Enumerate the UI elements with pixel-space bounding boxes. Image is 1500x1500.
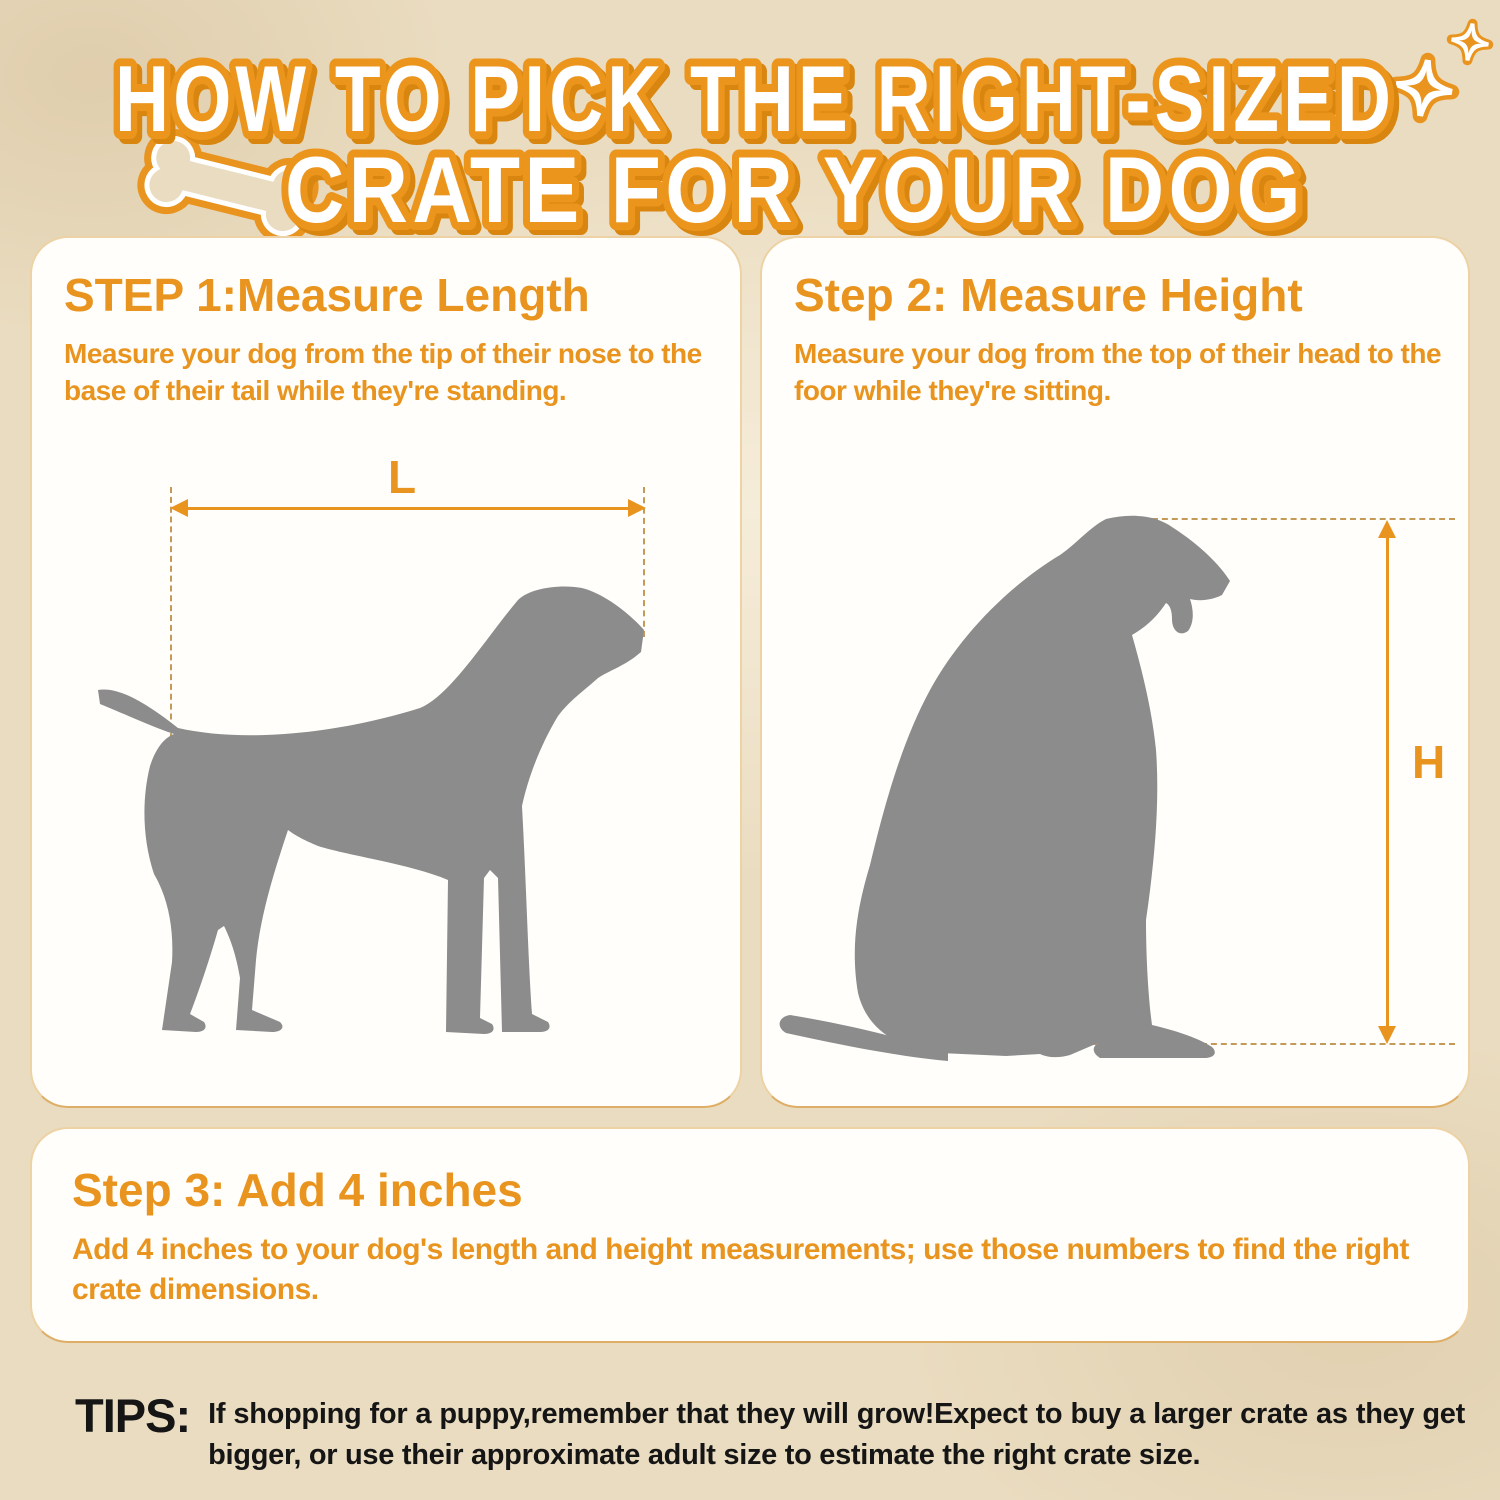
arrow-shaft [1385,538,1389,1026]
height-guide-line-top [1152,518,1455,520]
height-guide-line-bottom [1072,1043,1455,1045]
height-label: H [1412,736,1446,788]
step3-body: Add 4 inches to your dog's length and he… [72,1232,1409,1307]
length-arrow [170,499,646,517]
step2-heading: Step 2: Measure Height [794,269,1303,321]
length-guide-line-left [170,487,172,749]
title-line1: HOW TO PICK THE RIGHT-SIZED [115,46,1395,151]
step1-body: Measure your dog from the tip of their n… [64,337,702,407]
step3-card: Step 3: Add 4 inches Add 4 inches to you… [30,1127,1470,1343]
title-line2: CRATE FOR YOUR DOG [285,137,1305,242]
arrow-head-left [170,499,188,517]
title-line2-shadow: CRATE FOR YOUR DOG [290,142,1310,247]
arrow-head-down [1378,1026,1396,1044]
tips-label: TIPS: [75,1389,191,1442]
title-line1-shadow: HOW TO PICK THE RIGHT-SIZED [120,51,1400,156]
arrow-shaft [188,506,628,510]
sparkles-icon [1392,21,1490,119]
step3-heading: Step 3: Add 4 inches [72,1164,523,1216]
height-arrow [1378,520,1396,1044]
tips-text: If shopping for a puppy,remember that th… [208,1398,1465,1472]
arrow-head-up [1378,520,1396,538]
step2-body: Measure your dog from the top of their h… [794,337,1442,407]
length-label: L [388,451,417,503]
sitting-dog-silhouette [779,515,1230,1061]
step1-heading: STEP 1:Measure Length [64,269,590,321]
title-banner: HOW TO PICK THE RIGHT-SIZED HOW TO PICK … [107,14,1500,254]
standing-dog-silhouette [98,586,644,1034]
step1-card: STEP 1:Measure Length Measure your dog f… [30,236,742,1108]
tips-section: TIPS: If shopping for a puppy,remember t… [75,1388,1465,1476]
arrow-head-right [628,499,646,517]
length-guide-line-right [643,487,645,637]
